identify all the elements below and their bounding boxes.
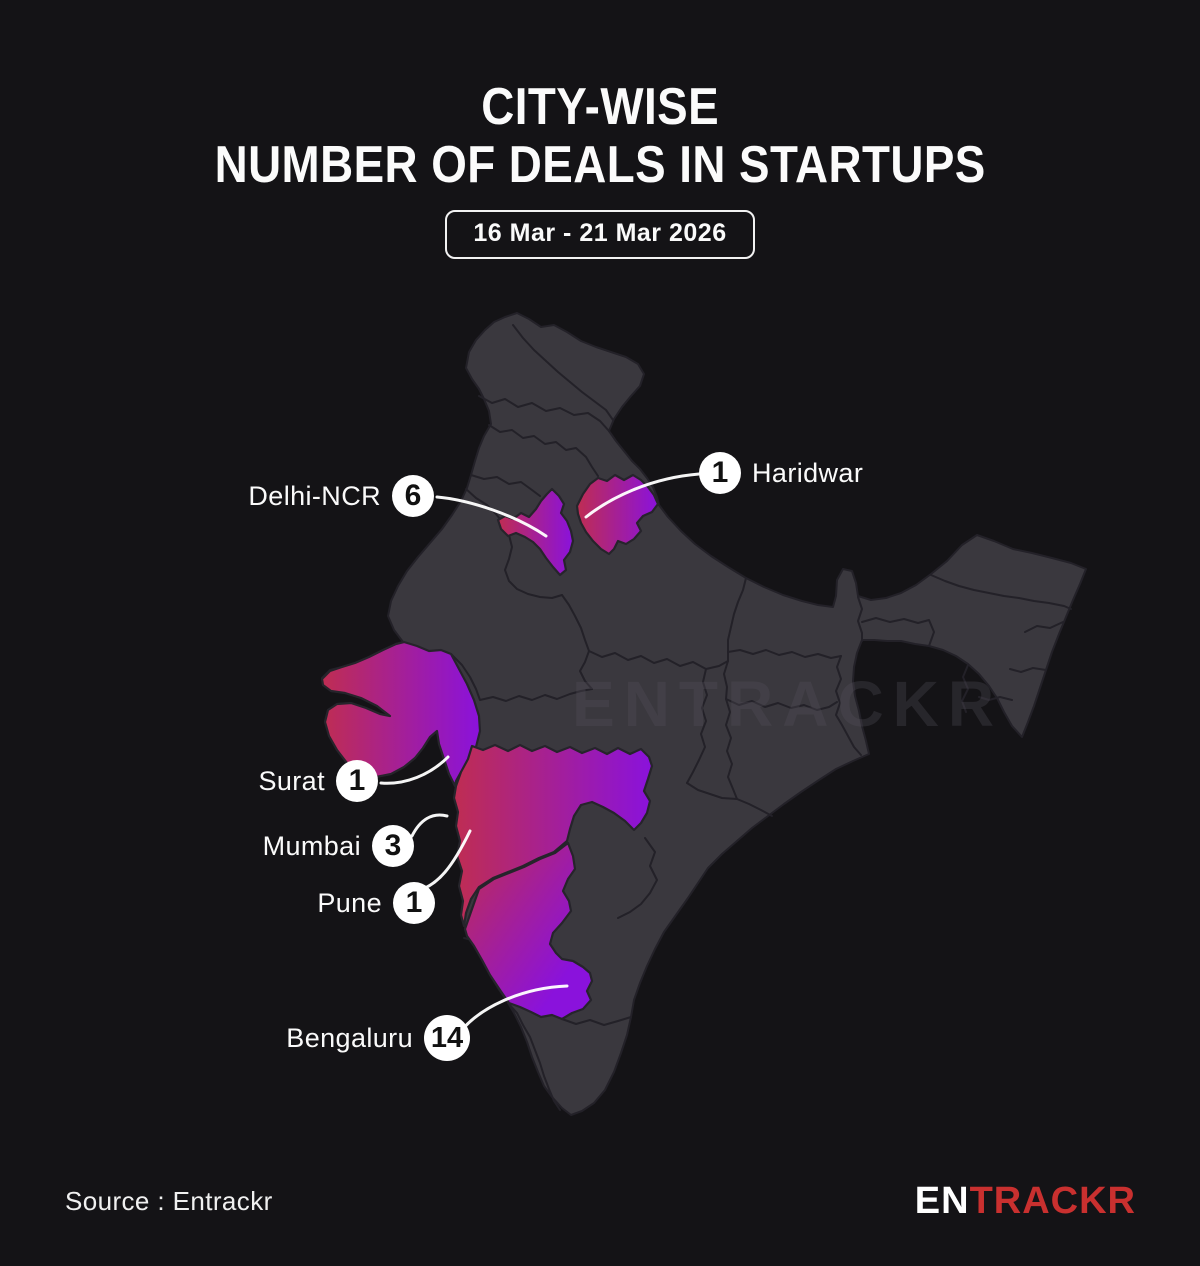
page-title-line2: NUMBER OF DEALS IN STARTUPS — [214, 136, 986, 195]
city-label-haridwar: Haridwar — [752, 457, 864, 488]
city-label-delhi-ncr: Delhi-NCR — [248, 480, 381, 511]
entrackr-logo: ENTRACKR — [915, 1180, 1136, 1223]
callout-delhi-ncr: Delhi-NCR 6 — [248, 475, 434, 517]
state-uttarakhand — [575, 473, 660, 556]
deal-count-delhi-ncr: 6 — [392, 475, 434, 517]
logo-part-en: EN — [914, 1180, 970, 1222]
deal-count-surat: 1 — [336, 760, 378, 802]
header: CITY-WISE NUMBER OF DEALS IN STARTUPS 16… — [0, 78, 1200, 260]
callout-haridwar: 1 Haridwar — [699, 452, 863, 494]
deal-count-haridwar: 1 — [699, 452, 741, 494]
city-label-bengaluru: Bengaluru — [286, 1022, 413, 1053]
deal-count-pune: 1 — [393, 882, 435, 924]
page-title-line1: CITY-WISE — [481, 78, 719, 136]
deal-count-mumbai: 3 — [372, 825, 414, 867]
state-borders — [450, 324, 1072, 1111]
city-label-surat: Surat — [258, 765, 325, 796]
state-maharashtra — [452, 743, 654, 928]
city-label-mumbai: Mumbai — [262, 830, 361, 861]
callout-pune: Pune 1 — [317, 882, 435, 924]
leader-surat — [379, 755, 450, 785]
deal-count-bengaluru: 14 — [424, 1015, 470, 1061]
leader-mumbai — [410, 813, 449, 838]
watermark-text: ENTRACKR — [572, 668, 1003, 740]
date-range-badge: 16 Mar - 21 Mar 2026 — [445, 210, 755, 260]
highlighted-states — [320, 473, 660, 1021]
state-gujarat — [320, 640, 482, 788]
city-label-pune: Pune — [317, 887, 382, 918]
leader-bengaluru — [459, 984, 569, 1033]
leader-haridwar — [584, 472, 701, 519]
source-credit: Source : Entrackr — [65, 1186, 273, 1216]
state-delhi-ncr — [496, 487, 575, 577]
state-karnataka — [463, 841, 594, 1021]
logo-part-trackr: TRACKR — [969, 1180, 1136, 1222]
callout-bengaluru: Bengaluru 14 — [286, 1015, 470, 1061]
india-map: ENTRACKR — [320, 312, 1087, 1116]
leader-delhi-ncr — [435, 495, 548, 538]
callout-surat: Surat 1 — [258, 760, 378, 802]
callout-mumbai: Mumbai 3 — [263, 825, 414, 867]
leader-lines — [379, 472, 701, 1033]
